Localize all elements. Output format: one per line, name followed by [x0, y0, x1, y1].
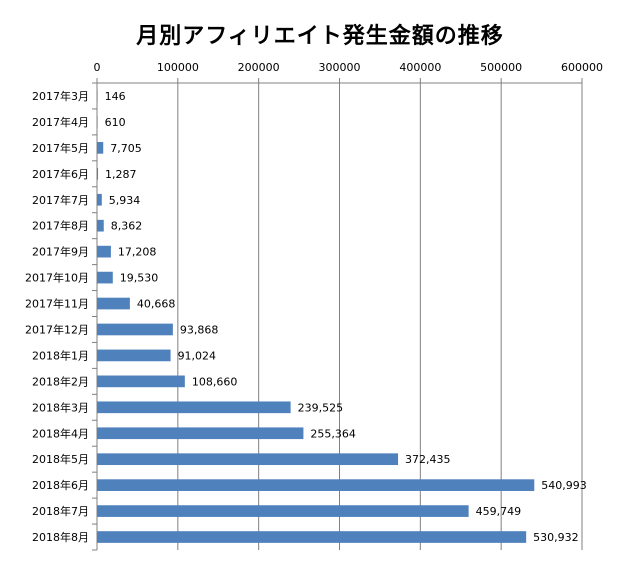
x-tick-label: 500000 [480, 61, 522, 74]
data-label: 255,364 [310, 427, 356, 440]
category-label: 2018年8月 [32, 530, 89, 544]
data-label: 540,993 [541, 479, 587, 492]
chart-title: 月別アフィリエイト発生金額の推移 [136, 24, 504, 49]
bar [97, 401, 291, 414]
category-label: 2018年3月 [32, 400, 89, 414]
category-label: 2017年3月 [32, 89, 89, 103]
x-tick-label: 100000 [157, 61, 199, 74]
data-label: 108,660 [192, 375, 238, 388]
x-tick-label: 200000 [238, 61, 280, 74]
category-label: 2018年6月 [32, 478, 89, 492]
bar [97, 323, 173, 336]
x-tick-label: 400000 [399, 61, 441, 74]
data-label: 239,525 [298, 401, 344, 414]
category-label: 2017年5月 [32, 141, 89, 155]
bar [97, 531, 527, 543]
bar [97, 375, 185, 388]
data-label: 610 [105, 116, 126, 129]
bar [97, 427, 304, 440]
category-label: 2017年6月 [32, 167, 89, 181]
data-label: 93,868 [180, 323, 219, 336]
bar [97, 453, 399, 466]
data-label: 459,749 [476, 505, 522, 518]
category-label: 2018年2月 [32, 374, 89, 388]
bar [97, 116, 98, 128]
data-label: 40,668 [137, 298, 176, 311]
bar [97, 193, 102, 206]
category-label: 2017年4月 [32, 115, 89, 129]
data-label: 17,208 [118, 246, 156, 259]
category-label: 2018年5月 [32, 452, 89, 466]
category-label: 2018年4月 [32, 426, 89, 440]
data-label: 8,362 [111, 220, 142, 233]
bar [97, 167, 99, 180]
data-label: 7,705 [110, 142, 142, 155]
data-label: 372,435 [405, 453, 451, 466]
x-tick-label: 600000 [561, 61, 603, 74]
bar [97, 479, 535, 491]
bar [97, 297, 130, 310]
data-label: 91,024 [178, 349, 217, 362]
category-label: 2017年10月 [25, 271, 89, 285]
bar [97, 349, 171, 362]
category-label: 2017年12月 [25, 322, 89, 336]
bar [97, 271, 113, 284]
category-label: 2017年7月 [32, 193, 89, 207]
data-label: 530,932 [533, 531, 579, 544]
bar [97, 219, 104, 232]
bar [97, 245, 111, 258]
data-label: 19,530 [120, 272, 158, 285]
x-tick-label: 0 [94, 61, 101, 74]
category-label: 2018年1月 [32, 348, 89, 362]
category-label: 2017年9月 [32, 245, 89, 259]
category-label: 2018年7月 [32, 504, 89, 518]
data-label: 146 [105, 90, 126, 103]
bar [97, 90, 98, 102]
data-label: 1,287 [105, 168, 136, 181]
category-label: 2017年11月 [25, 297, 89, 311]
data-label: 5,934 [109, 194, 141, 207]
bar [97, 505, 469, 517]
bar [97, 142, 104, 154]
category-label: 2017年8月 [32, 219, 89, 233]
x-tick-label: 300000 [319, 61, 361, 74]
